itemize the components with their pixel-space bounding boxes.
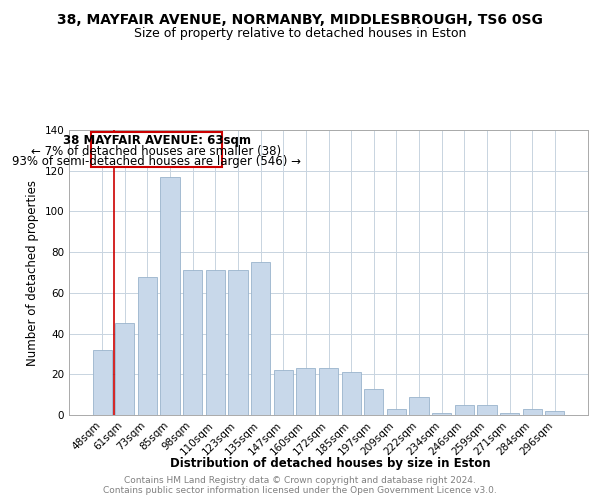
Bar	[138, 276, 157, 415]
Bar	[183, 270, 202, 415]
Bar	[500, 413, 519, 415]
Text: 38, MAYFAIR AVENUE, NORMANBY, MIDDLESBROUGH, TS6 0SG: 38, MAYFAIR AVENUE, NORMANBY, MIDDLESBRO…	[57, 12, 543, 26]
Bar	[455, 405, 474, 415]
Bar	[296, 368, 316, 415]
Bar	[477, 405, 497, 415]
Text: Contains HM Land Registry data © Crown copyright and database right 2024.: Contains HM Land Registry data © Crown c…	[124, 476, 476, 485]
Bar	[545, 411, 565, 415]
Text: Distribution of detached houses by size in Eston: Distribution of detached houses by size …	[170, 458, 490, 470]
Bar	[274, 370, 293, 415]
Y-axis label: Number of detached properties: Number of detached properties	[26, 180, 39, 366]
Bar	[206, 270, 225, 415]
Bar	[364, 388, 383, 415]
Text: Contains public sector information licensed under the Open Government Licence v3: Contains public sector information licen…	[103, 486, 497, 495]
Bar	[523, 409, 542, 415]
Bar	[251, 262, 270, 415]
FancyBboxPatch shape	[91, 132, 222, 166]
Bar	[115, 324, 134, 415]
Bar	[319, 368, 338, 415]
Bar	[432, 413, 451, 415]
Bar	[160, 177, 180, 415]
Bar	[92, 350, 112, 415]
Bar	[341, 372, 361, 415]
Text: ← 7% of detached houses are smaller (38): ← 7% of detached houses are smaller (38)	[31, 144, 281, 158]
Bar	[409, 396, 428, 415]
Text: 93% of semi-detached houses are larger (546) →: 93% of semi-detached houses are larger (…	[12, 155, 301, 168]
Bar	[229, 270, 248, 415]
Text: Size of property relative to detached houses in Eston: Size of property relative to detached ho…	[134, 28, 466, 40]
Bar	[387, 409, 406, 415]
Text: 38 MAYFAIR AVENUE: 63sqm: 38 MAYFAIR AVENUE: 63sqm	[62, 134, 251, 147]
